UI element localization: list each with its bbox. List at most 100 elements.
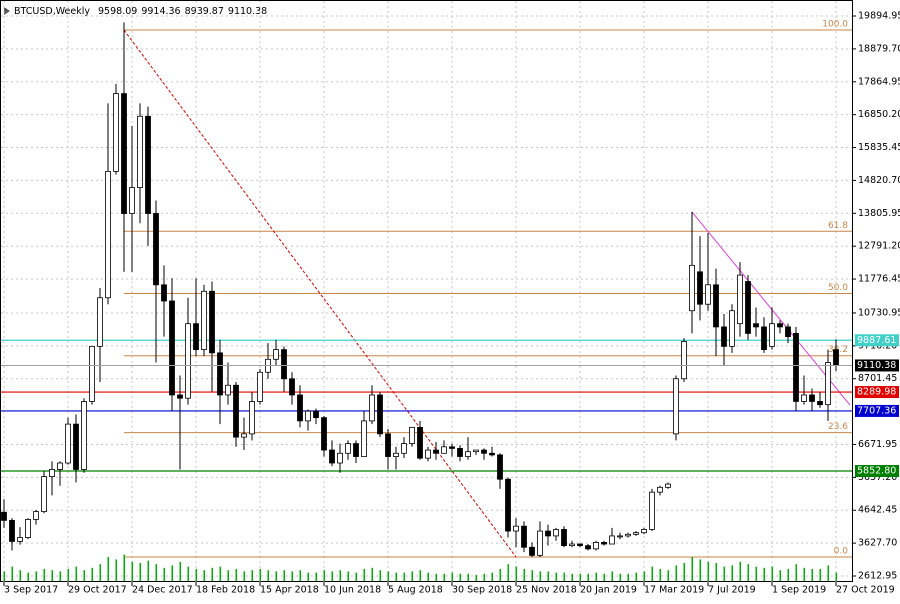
volume-bar xyxy=(371,567,373,581)
candle-body-bull xyxy=(113,93,119,172)
candle-body-bear xyxy=(833,349,839,366)
volume-bar xyxy=(627,573,629,581)
volume-bar xyxy=(539,571,541,581)
candle-body-bull xyxy=(201,290,207,350)
volume-bar xyxy=(443,573,445,581)
candle-body-bull xyxy=(257,371,263,402)
level-label: 5852.80 xyxy=(857,466,896,477)
fibo-label: 61.8 xyxy=(828,221,848,231)
chart-title: BTCUSD,Weekly xyxy=(14,6,90,17)
candle-body-bull xyxy=(681,341,687,380)
volume-bar xyxy=(99,564,101,581)
volume-bar xyxy=(283,570,285,581)
volume-bar xyxy=(387,571,389,581)
candle-body-bear xyxy=(313,410,319,419)
volume-bar xyxy=(379,570,381,581)
volume-bar xyxy=(35,571,37,581)
trend-line xyxy=(691,211,851,406)
candle-body-bear xyxy=(9,519,15,542)
volume-bar xyxy=(619,573,621,581)
trend-line xyxy=(123,29,517,558)
volume-bar xyxy=(587,573,589,581)
level-label: 8289.98 xyxy=(857,387,896,398)
volume-bar xyxy=(531,570,533,581)
low: 8939.87 xyxy=(185,6,224,17)
fibo-label: 0.0 xyxy=(834,546,849,556)
candle-body-bull xyxy=(801,394,807,402)
candle-body-bull xyxy=(401,443,407,454)
volume-bar xyxy=(267,570,269,581)
plot-frame xyxy=(0,0,853,582)
x-tick-label: 17 Mar 2019 xyxy=(644,585,704,596)
candle-body-bull xyxy=(105,170,111,299)
candle-body-bull xyxy=(689,264,695,312)
candle-body-bull xyxy=(185,323,191,399)
y-tick-label: 2612.95 xyxy=(858,571,897,582)
volume-bar xyxy=(427,572,429,581)
candle-body-bear xyxy=(385,433,391,457)
y-tick-label: 12791.20 xyxy=(858,241,900,252)
candle-body-bear xyxy=(577,543,583,547)
candle-body-bear xyxy=(601,542,607,545)
volume-bar xyxy=(163,567,165,581)
candle-body-bull xyxy=(81,401,87,470)
candle-body-bull xyxy=(641,529,647,534)
candle-body-bear xyxy=(777,323,783,328)
level-label: 7707.36 xyxy=(857,405,896,416)
volume-bar xyxy=(451,572,453,581)
candle-body-bear xyxy=(753,323,759,328)
candle-body-bull xyxy=(649,491,655,530)
x-tick-label: 5 Aug 2018 xyxy=(388,585,443,596)
candle-body-bear xyxy=(521,525,527,548)
candle-body-bull xyxy=(65,423,71,464)
x-tick-label: 18 Feb 2018 xyxy=(196,585,255,596)
volume-bar xyxy=(803,567,805,581)
candle-body-bear xyxy=(281,349,287,380)
candle-body-bear xyxy=(169,300,175,396)
candle-body-bear xyxy=(793,332,799,402)
candle-body-bear xyxy=(153,213,159,286)
y-tick-label: 16850.20 xyxy=(858,109,900,120)
volume-bar xyxy=(219,566,221,581)
volume-bar xyxy=(747,564,749,581)
volume-bar xyxy=(483,573,485,581)
header: BTCUSD,Weekly 9598.09 9914.36 8939.87 9110.3… xyxy=(14,6,267,17)
candle-body-bear xyxy=(177,394,183,399)
volume-bar xyxy=(403,572,405,581)
level-box xyxy=(855,334,899,347)
candle-body-bear xyxy=(193,323,199,350)
candle-body-bull xyxy=(473,449,479,453)
volume-bar xyxy=(715,563,717,581)
candle-body-bear xyxy=(809,394,815,402)
y-tick-label: 4642.45 xyxy=(858,505,897,516)
volume-bar xyxy=(659,569,661,581)
volume-bar xyxy=(259,569,261,581)
volume-bar xyxy=(11,566,13,581)
x-tick-label: 15 Apr 2018 xyxy=(260,585,319,596)
candle-body-bull xyxy=(33,511,39,520)
volume-bar xyxy=(347,571,349,581)
candle-body-bear xyxy=(449,446,455,449)
y-tick-label: 3627.70 xyxy=(858,538,897,549)
fibo-label: 100.0 xyxy=(822,19,848,29)
volume-bar xyxy=(491,572,493,581)
candle-body-bull xyxy=(633,532,639,535)
candle-body-bear xyxy=(73,423,79,470)
candle-body-bear xyxy=(209,290,215,354)
volume-bar xyxy=(147,560,149,581)
level-box xyxy=(855,404,899,417)
volume-bar xyxy=(395,572,397,581)
volume-bar xyxy=(187,566,189,581)
candle-body-bear xyxy=(713,284,719,328)
volume-bar xyxy=(755,566,757,581)
candle-body-bear xyxy=(289,378,295,396)
high: 9914.36 xyxy=(141,6,180,17)
volume-bar xyxy=(827,565,829,581)
volume-bar xyxy=(675,565,677,581)
volume-bar xyxy=(579,573,581,581)
volume-bar xyxy=(171,565,173,581)
y-tick-label: 5657.20 xyxy=(858,472,897,483)
volume-bar xyxy=(323,570,325,581)
